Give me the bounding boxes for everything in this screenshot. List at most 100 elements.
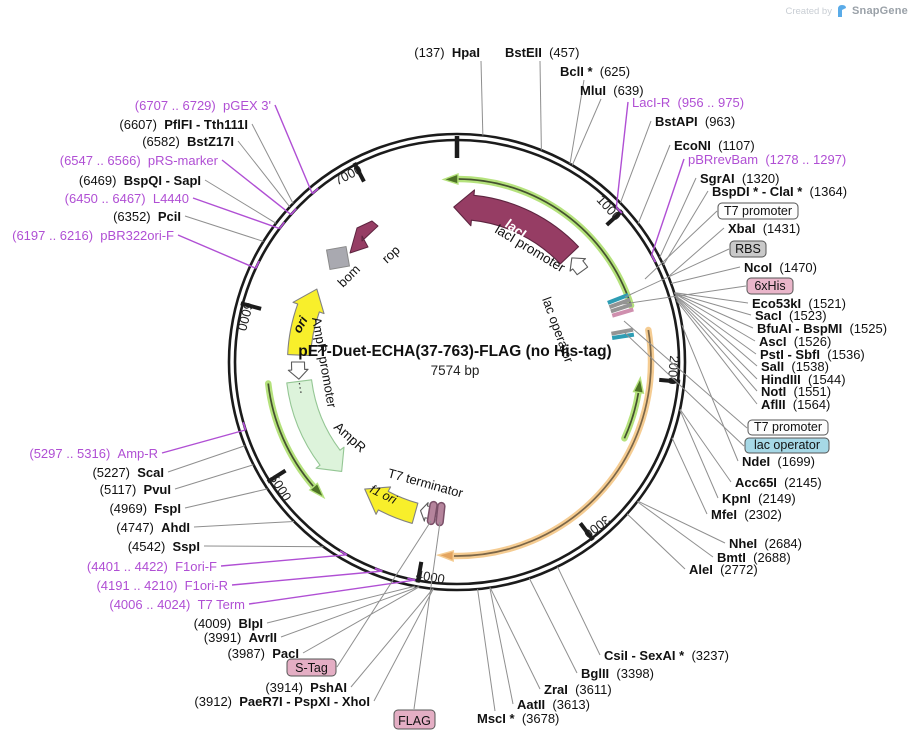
label-XbaI[interactable]: XbaI (1431) [728, 221, 800, 236]
label-Amp-R[interactable]: (5297 .. 5316) Amp-R [29, 446, 158, 461]
label-L4440[interactable]: (6450 .. 6467) L4440 [65, 191, 189, 206]
box-lac-operator[interactable] [744, 437, 830, 454]
callout-line [477, 588, 496, 712]
label-LacI-R[interactable]: LacI-R (956 .. 975) [632, 95, 744, 110]
label-PflFI - Tth111I[interactable]: (6607) PflFI - Tth111I [119, 117, 248, 132]
label-pBRrevBam[interactable]: pBRrevBam (1278 .. 1297) [688, 152, 846, 167]
label-pBR322ori-F[interactable]: (6197 .. 6216) pBR322ori-F [12, 228, 174, 243]
callout-line [681, 325, 739, 462]
label-FspI[interactable]: (4969) FspI [109, 501, 181, 516]
feature-ECHA-CDS-head [435, 550, 455, 562]
feature-ECHA-CDS[interactable] [450, 326, 655, 560]
label-BspQI - SapI[interactable]: (6469) BspQI - SapI [79, 173, 201, 188]
label-BmtI[interactable]: BmtI (2688) [717, 550, 791, 565]
label-pRS-marker[interactable]: (6547 .. 6566) pRS-marker [60, 153, 219, 168]
label-KpnI[interactable]: KpnI (2149) [722, 491, 796, 506]
label-F1ori-F[interactable]: (4401 .. 4422) F1ori-F [87, 559, 217, 574]
label-BfuAI - BspMI[interactable]: BfuAI - BspMI (1525) [757, 321, 887, 336]
label-BstZ17I[interactable]: (6582) BstZ17I [142, 134, 234, 149]
label-NotI[interactable]: NotI (1551) [761, 384, 831, 399]
callout-line [184, 488, 268, 509]
callout-line [221, 159, 292, 216]
label-MscI *[interactable]: MscI * (3678) [477, 711, 559, 726]
feature-lacI-promoter-arrow[interactable] [569, 257, 589, 276]
feature-f1-ori[interactable] [364, 486, 419, 524]
tick-label-2000: 2000 [665, 355, 682, 385]
operator-cluster-1[interactable] [611, 307, 634, 318]
primer-hook [254, 260, 260, 269]
label-BclI *[interactable]: BclI * (625) [560, 64, 630, 79]
callout-line [674, 292, 754, 329]
label-HindIII[interactable]: HindIII (1544) [761, 372, 846, 387]
label-PstI - SbfI[interactable]: PstI - SbfI (1536) [760, 347, 865, 362]
label-AflII[interactable]: AflII (1564) [761, 397, 830, 412]
label-PaeR7I - PspXI - XhoI[interactable]: (3912) PaeR7I - PspXI - XhoI [194, 694, 370, 709]
tick-6000 [240, 301, 262, 311]
label-F1ori-R[interactable]: (4191 .. 4210) F1ori-R [96, 578, 228, 593]
label-MfeI[interactable]: MfeI (2302) [711, 507, 782, 522]
label-AscI[interactable]: AscI (1526) [759, 334, 831, 349]
feature-AmpR-promoter-arrow[interactable] [287, 361, 309, 380]
label-ZraI[interactable]: ZraI (3611) [544, 682, 612, 697]
label-Acc65I[interactable]: Acc65I (2145) [735, 475, 822, 490]
label-BstAPI[interactable]: BstAPI (963) [655, 114, 735, 129]
callout-line [675, 296, 758, 380]
label-AatII[interactable]: AatII (3613) [517, 697, 590, 712]
label-HpaI[interactable]: (137) HpaI [414, 45, 480, 60]
operator-cluster-2[interactable] [611, 332, 635, 340]
feature-AmpR[interactable] [286, 379, 345, 472]
label-NheI[interactable]: NheI (2684) [729, 536, 802, 551]
callout-line [636, 501, 714, 558]
callout-line [539, 60, 542, 151]
label-AhdI[interactable]: (4747) AhdI [116, 520, 190, 535]
feature-ori[interactable] [287, 288, 325, 357]
label-pGEX 3'[interactable]: (6707 .. 6729) pGEX 3' [135, 98, 271, 113]
label-SalI[interactable]: SalI (1538) [761, 359, 829, 374]
box-T7-promoter[interactable] [747, 419, 829, 436]
rop-arrow[interactable] [349, 220, 379, 254]
label-PciI[interactable]: (6352) PciI [113, 209, 181, 224]
label-BglII[interactable]: BglII (3398) [581, 666, 654, 681]
tick-5000 [266, 468, 287, 484]
box-S-Tag[interactable] [286, 658, 337, 677]
label-BstEII[interactable]: BstEII (457) [505, 45, 579, 60]
box-T7-promoter[interactable] [717, 202, 799, 220]
bom-diamond[interactable] [325, 245, 351, 271]
S-Tag-icon [428, 502, 437, 524]
operator-cluster-1[interactable] [610, 302, 633, 314]
label-SacI[interactable]: SacI (1523) [755, 308, 827, 323]
label-BlpI[interactable]: (4009) BlpI [194, 616, 263, 631]
operator-cluster-1[interactable] [608, 297, 631, 310]
label-AleI[interactable]: AleI (2772) [689, 562, 758, 577]
label-MluI[interactable]: MluI (639) [580, 83, 644, 98]
label-PshAI[interactable]: (3914) PshAI [265, 680, 347, 695]
label-BspDI * - ClaI *[interactable]: BspDI * - ClaI * (1364) [712, 184, 847, 199]
tick-label-4000: 4000 [415, 567, 446, 587]
label-ScaI[interactable]: (5227) ScaI [92, 465, 164, 480]
callout-line [623, 320, 748, 429]
box-6xHis[interactable] [746, 277, 794, 295]
label-PvuI[interactable]: (5117) PvuI [100, 482, 171, 497]
label-AvrII[interactable]: (3991) AvrII [204, 630, 277, 645]
label-SgrAI[interactable]: SgrAI (1320) [700, 171, 779, 186]
label-NdeI[interactable]: NdeI (1699) [742, 454, 815, 469]
callout-line [670, 266, 741, 285]
box-FLAG[interactable] [393, 709, 436, 730]
label-PacI[interactable]: (3987) PacI [227, 646, 299, 661]
label-SspI[interactable]: (4542) SspI [128, 539, 200, 554]
label-Eco53kI[interactable]: Eco53kI (1521) [752, 296, 846, 311]
label-EcoNI[interactable]: EcoNI (1107) [674, 138, 755, 153]
callout-line [161, 429, 246, 454]
callout-line [624, 248, 730, 298]
callout-line [184, 215, 264, 242]
operator-cluster-2[interactable] [611, 327, 634, 336]
label-CsiI - SexAI *[interactable]: CsiI - SexAI * (3237) [604, 648, 729, 663]
operator-cluster-1[interactable] [607, 293, 630, 305]
label-NcoI[interactable]: NcoI (1470) [744, 260, 817, 275]
feature-lacI[interactable] [453, 189, 580, 265]
label-T7 Term[interactable]: (4006 .. 4024) T7 Term [109, 597, 245, 612]
callout-line [679, 408, 732, 483]
callout-line [668, 227, 725, 278]
primer-hook [339, 550, 348, 556]
box-RBS[interactable] [729, 240, 767, 258]
